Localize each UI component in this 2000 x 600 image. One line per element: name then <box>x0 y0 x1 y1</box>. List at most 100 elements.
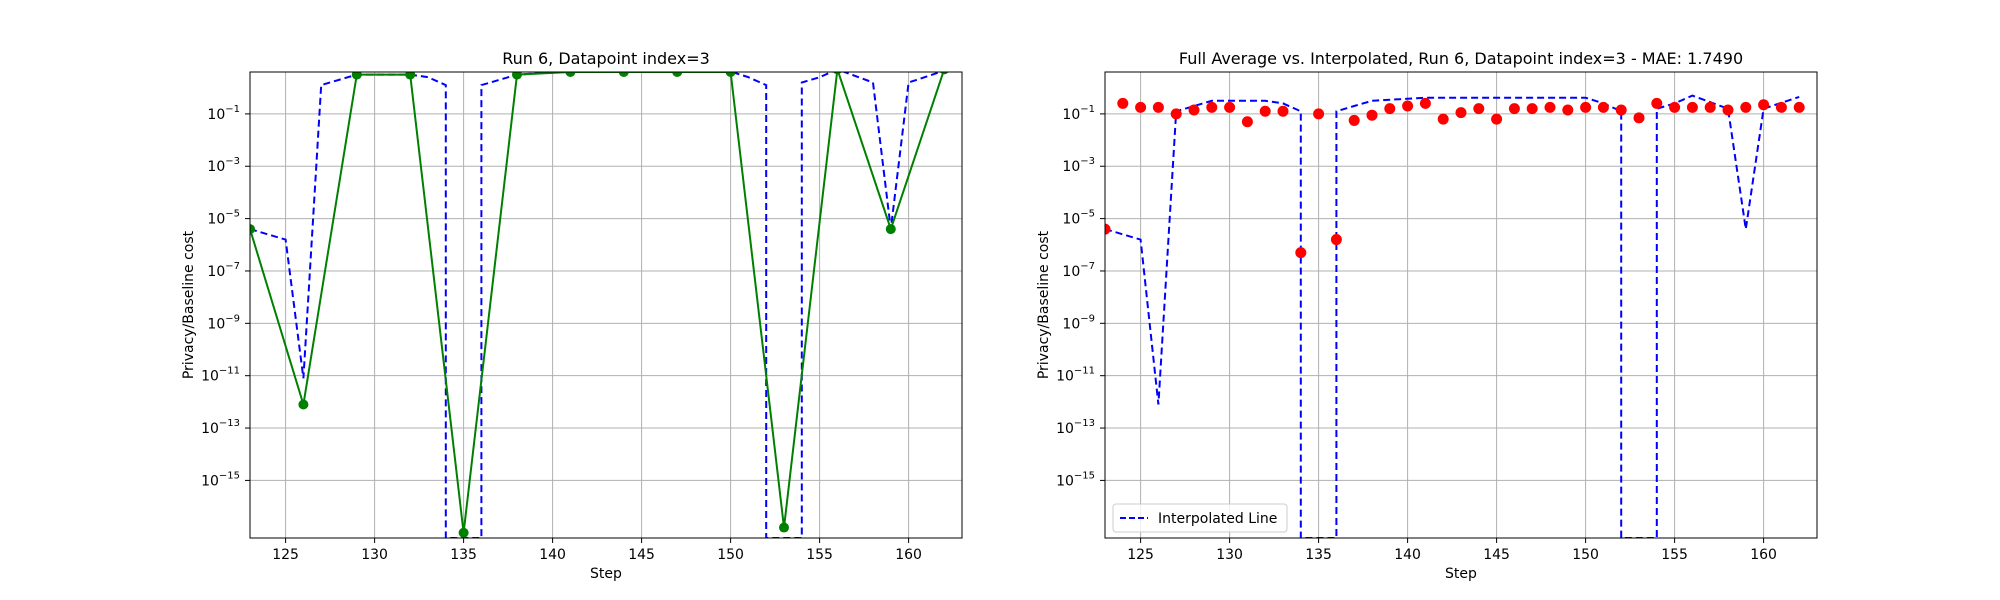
average-point <box>1793 101 1805 113</box>
average-point <box>1597 101 1609 113</box>
interpolated-line-series <box>1105 94 1800 538</box>
average-point <box>1105 223 1111 235</box>
x-tick-label: 150 <box>1572 547 1599 563</box>
y-tick-label: 10−11 <box>201 366 240 385</box>
legend-box <box>1112 503 1288 533</box>
average-point <box>1419 97 1431 109</box>
x-tick-label: 130 <box>1216 547 1243 563</box>
sampled-point <box>298 399 309 410</box>
legend-label: Interpolated Line <box>1158 511 1277 527</box>
chart-panel-left: Run 6, Datapoint index=3 125 130 135 140 145… <box>181 49 963 582</box>
y-tick-label: 10−3 <box>207 156 240 175</box>
y-tick-label: 10−15 <box>201 470 240 489</box>
grid-lines <box>1105 72 1817 538</box>
grid-lines <box>250 72 962 538</box>
interpolated-line-series <box>250 72 944 538</box>
x-tick-label: 145 <box>1483 547 1510 563</box>
average-point <box>1402 100 1414 112</box>
average-point <box>1544 101 1556 113</box>
average-point <box>1206 101 1218 113</box>
sampled-point <box>618 72 629 77</box>
y-tick-label: 10−11 <box>1056 366 1095 385</box>
x-tick-label: 155 <box>1661 547 1688 563</box>
average-point <box>1117 97 1129 109</box>
y-axis-ticks: 10−15 10−13 10−11 10−9 10−7 10−5 10−3 10−1 <box>201 104 250 489</box>
average-point <box>1224 101 1236 113</box>
average-point <box>1170 108 1182 120</box>
sampled-point <box>512 72 522 80</box>
average-point <box>1722 104 1734 116</box>
chart-title: Full Average vs. Interpolated, Run 6, Da… <box>1179 49 1743 68</box>
x-tick-label: 150 <box>717 547 744 563</box>
interpolated-line <box>250 72 944 538</box>
average-point <box>1330 234 1342 246</box>
x-tick-label: 130 <box>361 547 388 563</box>
y-tick-label: 10−5 <box>1062 209 1095 228</box>
average-point <box>1758 99 1770 111</box>
y-tick-label: 10−13 <box>1056 418 1095 437</box>
average-point <box>1348 114 1360 126</box>
average-point <box>1615 104 1627 116</box>
average-point <box>1651 97 1663 109</box>
average-point <box>1491 113 1503 125</box>
average-point <box>1437 113 1449 125</box>
x-tick-label: 135 <box>1305 547 1332 563</box>
y-tick-label: 10−7 <box>207 261 240 280</box>
plot-frame <box>249 71 963 539</box>
y-tick-label: 10−9 <box>207 313 240 332</box>
legend: Interpolated Line <box>1112 503 1288 533</box>
average-point <box>1775 101 1787 113</box>
average-point <box>1686 101 1698 113</box>
average-point <box>1188 104 1200 116</box>
average-point <box>1295 247 1307 259</box>
average-point <box>1241 116 1253 128</box>
x-axis-ticks: 125 130 135 140 145 150 155 160 <box>272 538 922 563</box>
x-tick-label: 155 <box>806 547 833 563</box>
x-tick-label: 140 <box>1394 547 1421 563</box>
x-tick-label: 160 <box>1750 547 1777 563</box>
y-tick-label: 10−7 <box>1062 261 1095 280</box>
sampled-series <box>250 72 949 538</box>
sampled-point <box>885 224 896 235</box>
average-point <box>1669 101 1681 113</box>
average-point <box>1562 104 1574 116</box>
y-tick-label: 10−5 <box>207 209 240 228</box>
y-axis-ticks: 10−15 10−13 10−11 10−9 10−7 10−5 10−3 10−1 <box>1056 104 1105 489</box>
sampled-point <box>725 72 736 77</box>
chart-panel-right: Full Average vs. Interpolated, Run 6, Da… <box>1036 49 1818 582</box>
sampled-point <box>458 527 469 538</box>
average-point <box>1633 112 1645 124</box>
y-tick-label: 10−15 <box>1056 470 1095 489</box>
average-point <box>1508 103 1520 115</box>
sampled-line <box>250 72 945 533</box>
x-tick-label: 145 <box>628 547 655 563</box>
sampled-point <box>351 72 362 80</box>
x-axis-label: Step <box>1445 566 1477 582</box>
average-point <box>1259 105 1271 117</box>
x-tick-label: 160 <box>895 547 922 563</box>
interpolated-line <box>1105 94 1800 538</box>
x-axis-label: Step <box>590 566 622 582</box>
average-point <box>1740 101 1752 113</box>
x-tick-label: 140 <box>539 547 566 563</box>
average-point <box>1473 103 1485 115</box>
chart-title: Run 6, Datapoint index=3 <box>502 49 710 68</box>
sampled-point <box>779 522 789 533</box>
x-tick-label: 135 <box>450 547 477 563</box>
plot-frame <box>1104 71 1818 539</box>
y-tick-label: 10−3 <box>1062 156 1095 175</box>
y-axis-label: Privacy/Baseline cost <box>181 230 197 379</box>
full-average-points <box>1105 97 1805 259</box>
average-point <box>1277 105 1289 117</box>
average-point <box>1366 109 1378 121</box>
y-tick-label: 10−1 <box>207 104 240 123</box>
x-axis-ticks: 125 130 135 140 145 150 155 160 <box>1127 538 1777 563</box>
sampled-point <box>405 72 416 80</box>
sampled-point <box>672 72 683 77</box>
sampled-point <box>833 72 842 75</box>
average-point <box>1526 103 1538 115</box>
y-tick-label: 10−9 <box>1062 313 1095 332</box>
average-point <box>1135 101 1147 113</box>
y-tick-label: 10−1 <box>1062 104 1095 123</box>
